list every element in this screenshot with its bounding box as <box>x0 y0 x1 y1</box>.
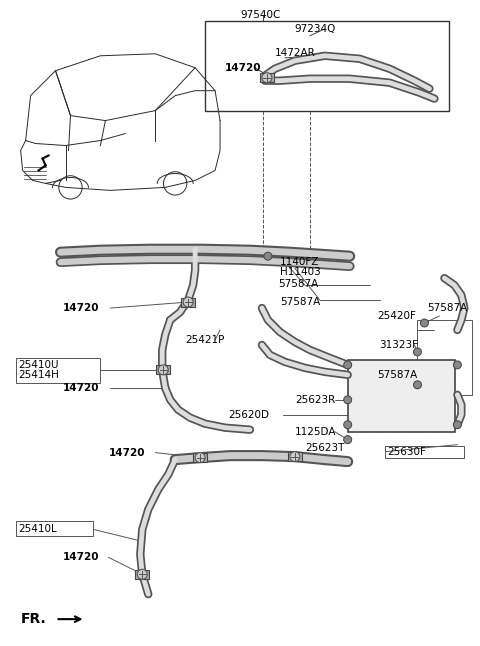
Circle shape <box>158 365 168 375</box>
Circle shape <box>344 421 352 429</box>
Circle shape <box>454 421 461 429</box>
Bar <box>288 452 302 461</box>
Bar <box>135 570 149 579</box>
Circle shape <box>137 569 147 579</box>
Circle shape <box>344 361 352 369</box>
Text: 1125DA: 1125DA <box>295 427 336 437</box>
Text: H11403: H11403 <box>280 267 321 277</box>
Text: 1472AR: 1472AR <box>275 48 316 57</box>
Circle shape <box>290 452 300 462</box>
Circle shape <box>420 319 429 327</box>
Text: 14720: 14720 <box>62 383 99 393</box>
Bar <box>193 453 207 462</box>
Text: 25623R: 25623R <box>295 395 335 405</box>
Circle shape <box>183 297 193 307</box>
Text: 25630F: 25630F <box>387 446 426 457</box>
Bar <box>205 21 449 110</box>
Text: 97234Q: 97234Q <box>295 24 336 34</box>
Circle shape <box>413 348 421 356</box>
Text: 57587A: 57587A <box>378 370 418 380</box>
Bar <box>348 360 456 432</box>
Text: 25623T: 25623T <box>305 443 344 453</box>
Bar <box>16 521 94 536</box>
Circle shape <box>344 396 352 404</box>
Text: 1140FZ: 1140FZ <box>280 257 319 267</box>
Text: 14720: 14720 <box>62 552 99 562</box>
Circle shape <box>264 252 272 260</box>
Text: 25410U: 25410U <box>19 360 59 370</box>
Text: 14720: 14720 <box>225 63 262 73</box>
Text: 25420F: 25420F <box>378 311 417 321</box>
Circle shape <box>454 361 461 369</box>
Text: 25414H: 25414H <box>19 370 60 380</box>
Bar <box>181 298 195 307</box>
Text: 97540C: 97540C <box>240 10 280 20</box>
Text: 25620D: 25620D <box>228 410 269 420</box>
Bar <box>260 73 274 82</box>
Text: 57587A: 57587A <box>280 297 320 307</box>
Text: 14720: 14720 <box>108 448 145 457</box>
Text: FR.: FR. <box>21 612 47 626</box>
Bar <box>418 320 472 395</box>
Bar <box>156 366 170 374</box>
Text: 57587A: 57587A <box>278 279 318 289</box>
Bar <box>384 446 464 457</box>
Text: 31323F: 31323F <box>380 340 419 350</box>
Circle shape <box>262 73 272 83</box>
Text: 14720: 14720 <box>62 303 99 313</box>
Circle shape <box>413 381 421 389</box>
Circle shape <box>344 435 352 444</box>
Circle shape <box>195 453 205 463</box>
Text: 25410L: 25410L <box>19 525 58 534</box>
Text: 57587A: 57587A <box>428 303 468 313</box>
Text: 25421P: 25421P <box>185 335 225 345</box>
Bar <box>16 358 100 383</box>
